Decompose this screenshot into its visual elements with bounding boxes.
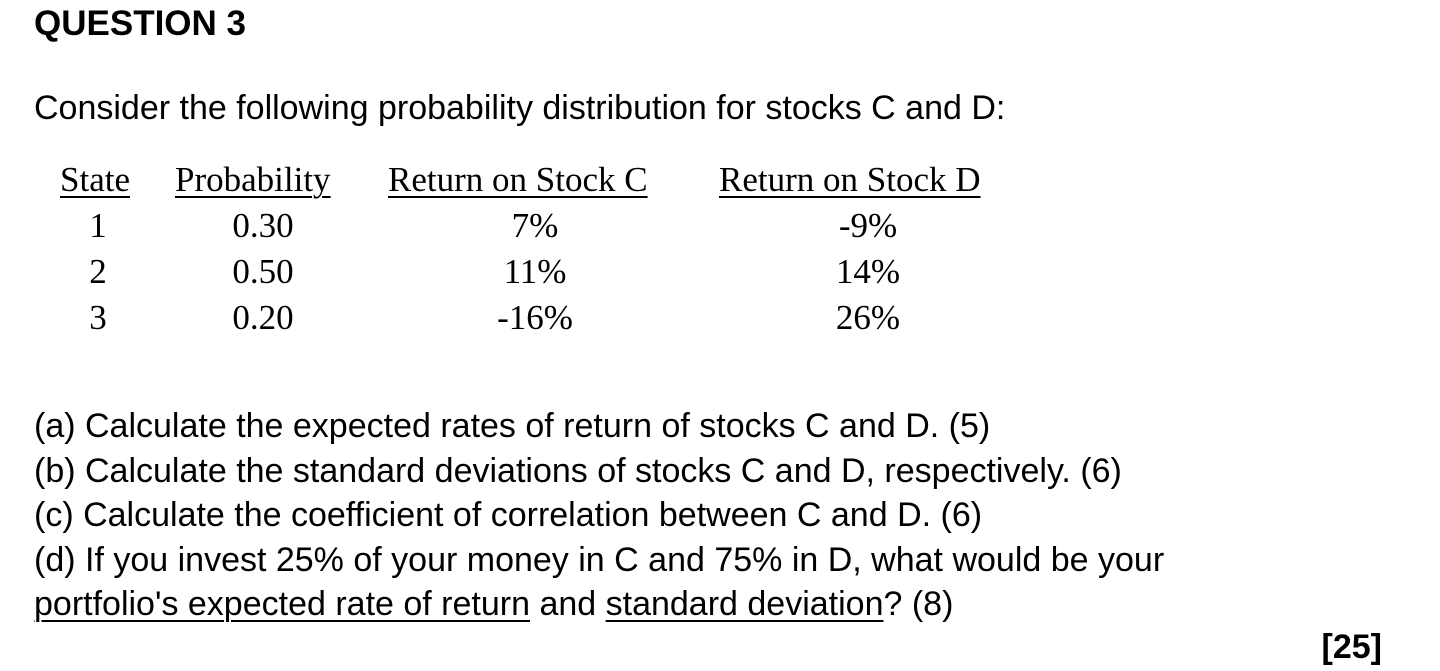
cell-state: 1 <box>89 206 107 245</box>
question-heading: QUESTION 3 <box>34 4 246 43</box>
part-d-ending: ? (8) <box>883 585 954 623</box>
part-c: (c) Calculate the coefficient of correla… <box>34 496 983 534</box>
cell-return-c: -16% <box>497 298 573 337</box>
cell-probability: 0.20 <box>232 298 294 337</box>
part-d-line-2: portfolio's expected rate of return and … <box>34 582 1164 627</box>
header-return-d: Return on Stock D <box>719 160 981 199</box>
cell-probability: 0.50 <box>232 252 294 291</box>
total-marks: [25] <box>1321 628 1382 666</box>
question-parts: (a) Calculate the expected rates of retu… <box>34 404 1164 627</box>
cell-return-d: -9% <box>838 206 898 245</box>
part-d-connector: and <box>530 585 606 623</box>
part-b: (b) Calculate the standard deviations of… <box>34 451 1122 490</box>
part-a: (a) Calculate the expected rates of retu… <box>34 407 991 445</box>
underlined-expected-return: portfolio's expected rate of return <box>34 585 530 623</box>
part-d-line-1: (d) If you invest 25% of your money in C… <box>34 540 1165 579</box>
header-probability: Probability <box>175 160 331 199</box>
header-return-c: Return on Stock C <box>388 160 648 199</box>
cell-return-c: 11% <box>503 252 567 291</box>
cell-return-c: 7% <box>511 206 559 245</box>
header-state: State <box>60 160 130 199</box>
cell-return-d: 26% <box>835 298 901 337</box>
cell-state: 3 <box>89 298 107 337</box>
cell-return-d: 14% <box>835 252 901 291</box>
question-intro: Consider the following probability distr… <box>34 89 1006 127</box>
underlined-standard-deviation: standard deviation <box>605 585 884 623</box>
cell-state: 2 <box>89 252 107 291</box>
cell-probability: 0.30 <box>232 206 294 245</box>
